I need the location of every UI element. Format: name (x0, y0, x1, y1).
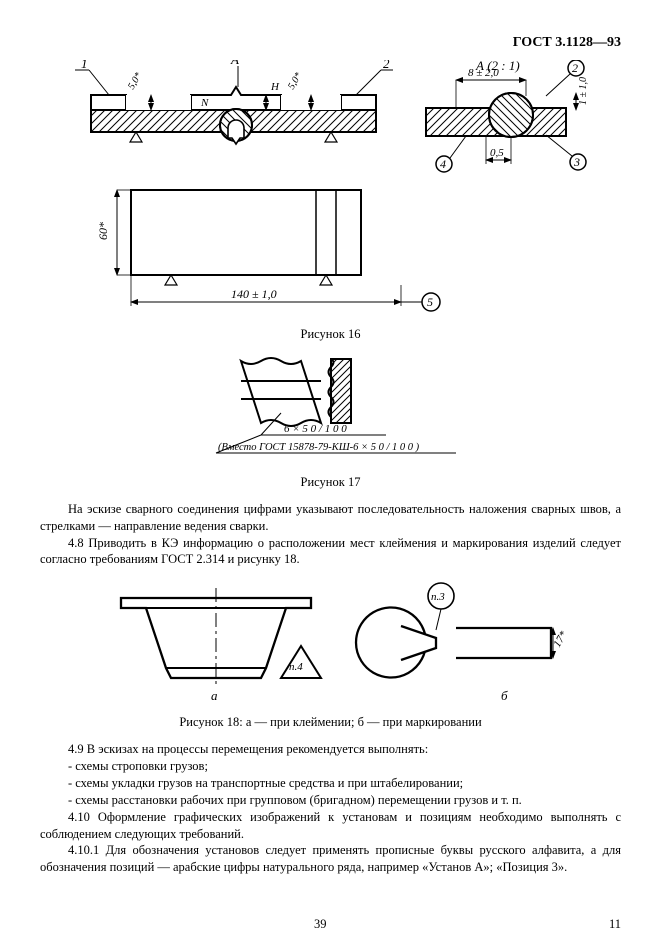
para-4-10-1: 4.10.1 Для обозначения установов следует… (40, 842, 621, 876)
fig16-dim50a: 5,0* (126, 71, 144, 92)
page: ГОСТ 3.1128—93 (0, 0, 661, 936)
para-4-9-b: - схемы укладки грузов на транспортные с… (40, 775, 621, 792)
fig17-label: 6 × 5 0 / 1 0 0 (284, 423, 347, 435)
fig17-note: (Вместо ГОСТ 15878-79-КШ-6 × 5 0 / 1 0 0… (218, 442, 420, 453)
para-4-10: 4.10 Оформление графических изображений … (40, 809, 621, 843)
fig16-posA: А (230, 60, 239, 67)
fig16-dim05: 0,5 (490, 147, 504, 159)
standard-header: ГОСТ 3.1128—93 (513, 34, 621, 53)
footer-left-page: 39 (314, 916, 327, 933)
fig18-a: а (211, 688, 218, 703)
fig16-dim1: 1 ± 1,0 (578, 77, 589, 105)
fig16-d-pos4: 4 (440, 157, 446, 171)
para-4-9-a: - схемы строповки грузов; (40, 758, 621, 775)
figure-16: 1 А 2 5,0* 5,0* Н N А (2 : 1) (71, 60, 591, 320)
figure-18: п.4 а п.3 17* б (91, 578, 571, 708)
figure-17: 6 × 5 0 / 1 0 0 (Вместо ГОСТ 15878-79-КШ… (196, 353, 466, 468)
fig16-w140: 140 ± 1,0 (231, 287, 277, 301)
fig16-dim8: 8 ± 2,0 (468, 67, 499, 79)
para-weld-note: На эскизе сварного соединения цифрами ук… (40, 501, 621, 535)
fig18-b: б (501, 688, 508, 703)
fig16-pos2: 2 (383, 60, 390, 71)
fig18-p4: п.4 (289, 661, 303, 673)
figure-18-caption: Рисунок 18: а — при клеймении; б — при м… (40, 714, 621, 731)
fig16-pos1: 1 (81, 60, 88, 71)
footer-right-page: 11 (609, 916, 621, 933)
fig16-dim50b: 5,0* (286, 71, 304, 92)
fig18-dim17: 17* (551, 629, 570, 650)
para-4-9-c: - схемы расстановки рабочих при группово… (40, 792, 621, 809)
para-4-8: 4.8 Приводить в КЭ информацию о располож… (40, 535, 621, 569)
para-4-9: 4.9 В эскизах на процессы перемещения ре… (40, 741, 621, 758)
fig16-d-pos3: 3 (573, 155, 580, 169)
fig16-pos5: 5 (427, 295, 433, 309)
figure-16-caption: Рисунок 16 (40, 326, 621, 343)
fig16-d-pos2: 2 (572, 61, 578, 75)
fig16-h60: 60* (96, 222, 110, 240)
fig16-H: Н (270, 81, 280, 93)
fig18-p3: п.3 (431, 591, 445, 603)
figure-17-caption: Рисунок 17 (40, 474, 621, 491)
fig16-N: N (200, 97, 209, 109)
